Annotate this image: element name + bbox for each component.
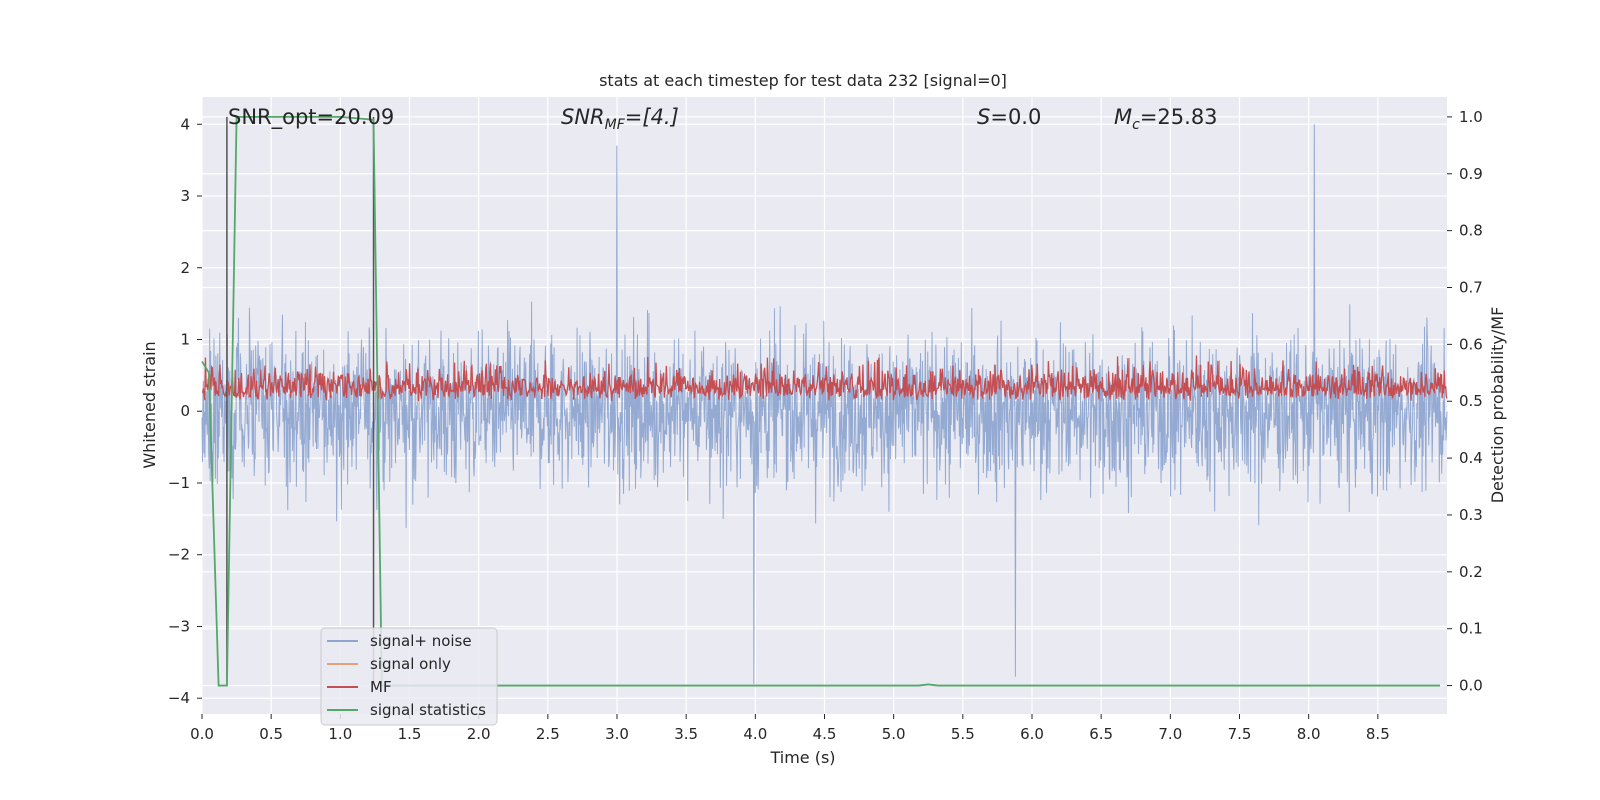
chart-title: stats at each timestep for test data 232… (599, 71, 1007, 90)
signal-statistics-line (201, 116, 1441, 687)
x-tick-label: 2.0 (467, 725, 491, 743)
x-tick-label: 7.5 (1228, 725, 1252, 743)
x-tick-label: 0.0 (190, 725, 214, 743)
legend-label-mf: MF (370, 678, 392, 696)
axis-ticks: 0.0 0.5 1.0 1.5 2.0 2.5 3.0 3.5 4.0 4.5 5.0 5.5 6.0 6… (168, 108, 1483, 743)
legend-box (320, 627, 498, 726)
annotation-snr-mf-main: SNR (561, 105, 605, 129)
x-tick-label: 8.0 (1297, 725, 1321, 743)
y-left-tick-label: −3 (168, 617, 190, 635)
annotation-mc-sub: c (1132, 117, 1140, 133)
x-tick-label: 1.0 (328, 725, 352, 743)
legend-label-signal-statistics: signal statistics (370, 701, 486, 719)
series-signal-statistics (201, 116, 1441, 687)
y-right-tick-label: 0.3 (1459, 506, 1483, 524)
x-tick-label: 1.5 (398, 725, 422, 743)
y-left-tick-label: 4 (180, 115, 190, 133)
y-left-tick-label: 3 (180, 187, 190, 205)
x-tick-label: 3.0 (605, 725, 629, 743)
y-right-tick-label: 0.1 (1459, 620, 1483, 638)
y-left-tick-label: 1 (180, 330, 190, 348)
y-right-tick-label: 0.6 (1459, 335, 1483, 353)
mf-line (201, 355, 1448, 402)
annotation-snr-mf: SNRMF=[4.] (561, 105, 679, 133)
y-right-tick-label: 0.8 (1459, 222, 1483, 240)
x-tick-label: 2.5 (536, 725, 560, 743)
annotation-mc-rest: =25.83 (1140, 105, 1218, 129)
x-axis-title: Time (s) (769, 748, 835, 767)
signal-noise-line (201, 124, 1448, 684)
annotation-s-main: S (977, 105, 990, 129)
x-tick-label: 0.5 (259, 725, 283, 743)
annotation-snr-mf-sub: MF (605, 117, 626, 133)
x-tick-label: 4.0 (743, 725, 767, 743)
annotation-s-rest: =0.0 (990, 105, 1041, 129)
y-right-tick-label: 0.5 (1459, 392, 1483, 410)
series-mf (201, 355, 1448, 402)
y-right-tick-label: 0.2 (1459, 563, 1483, 581)
y-left-tick-label: −4 (168, 689, 190, 707)
y-axis-left-title: Whitened strain (140, 341, 159, 468)
annotation-s: S=0.0 (977, 105, 1041, 129)
x-tick-label: 5.0 (882, 725, 906, 743)
y-axis-right-title: Detection probability/MF (1488, 307, 1507, 504)
series-signal-noise (201, 124, 1448, 684)
x-tick-label: 5.5 (951, 725, 975, 743)
marker-lines (226, 116, 375, 686)
annotation-mc: Mc=25.83 (1114, 105, 1218, 133)
x-tick-label: 3.5 (674, 725, 698, 743)
x-tick-label: 4.5 (813, 725, 837, 743)
y-right-tick-label: 0.4 (1459, 449, 1483, 467)
y-left-tick-label: 2 (180, 259, 190, 277)
annotation-snr-mf-rest: =[4.] (625, 105, 679, 129)
x-tick-label: 8.5 (1366, 725, 1390, 743)
y-left-tick-label: −2 (168, 546, 190, 564)
legend-label-signal-noise: signal+ noise (370, 632, 472, 650)
y-right-tick-label: 0.7 (1459, 279, 1483, 297)
y-right-tick-label: 0.0 (1459, 677, 1483, 695)
annotation-snr-opt: SNR_opt=20.09 (228, 105, 394, 130)
y-left-tick-label: 0 (180, 402, 190, 420)
y-right-tick-label: 1.0 (1459, 108, 1483, 126)
y-left-tick-label: −1 (168, 474, 190, 492)
x-tick-label: 6.5 (1089, 725, 1113, 743)
legend: signal+ noise signal only MF signal stat… (320, 627, 498, 726)
x-tick-label: 7.0 (1158, 725, 1182, 743)
x-tick-label: 6.0 (1020, 725, 1044, 743)
annotation-mc-main: M (1114, 105, 1132, 129)
legend-label-signal-only: signal only (370, 655, 451, 673)
y-right-tick-label: 0.9 (1459, 165, 1483, 183)
